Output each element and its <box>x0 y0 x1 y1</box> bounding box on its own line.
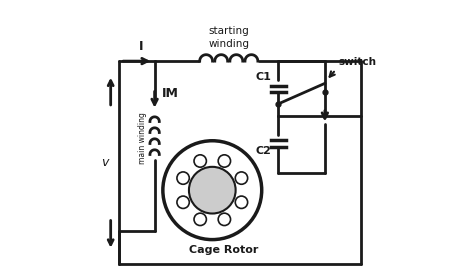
Text: v: v <box>101 156 109 169</box>
Text: C2: C2 <box>256 147 272 156</box>
Text: I: I <box>138 40 143 53</box>
Text: C1: C1 <box>256 72 272 82</box>
Text: starting: starting <box>209 26 249 36</box>
Circle shape <box>189 167 236 214</box>
Text: winding: winding <box>208 39 249 49</box>
Text: main winding: main winding <box>138 112 147 164</box>
Text: Cage Rotor: Cage Rotor <box>189 245 258 255</box>
Text: switch: switch <box>338 57 377 67</box>
Text: IM: IM <box>162 87 178 100</box>
